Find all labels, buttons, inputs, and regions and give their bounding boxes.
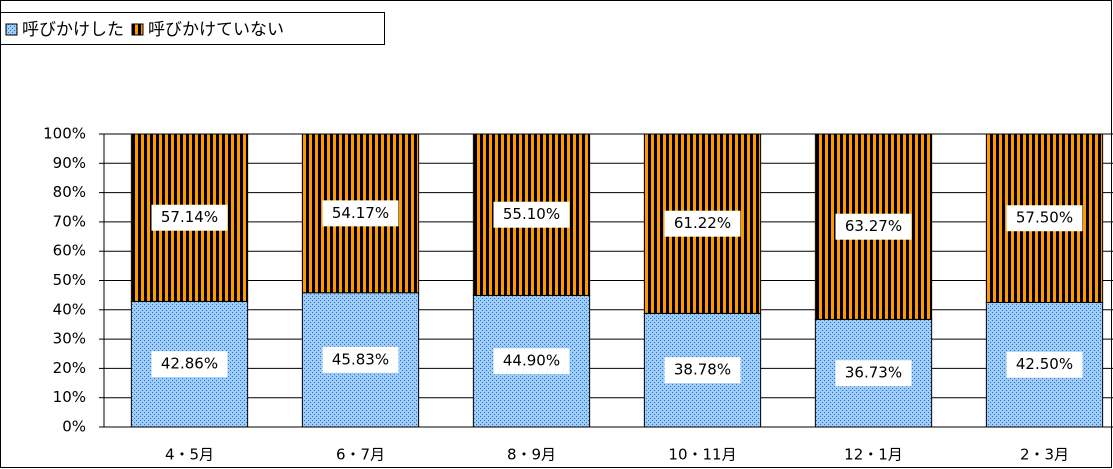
value-label: 44.90% [503,352,560,370]
value-label-box [835,213,912,240]
y-tick-label: 10% [53,388,86,406]
value-label-box [151,204,228,231]
legend-label: 呼びかけていない [148,20,284,40]
x-tick-label: 4・5月 [165,446,214,464]
y-tick-label: 20% [53,359,86,377]
y-tick-label: 60% [53,242,86,260]
legend-label: 呼びかけした [22,20,124,40]
legend-swatch [131,23,144,36]
value-label: 61.22% [674,214,731,232]
value-label-box [1006,205,1083,232]
x-tick-label: 12・1月 [844,446,903,464]
y-tick-label: 0% [62,418,86,436]
value-label: 42.50% [1016,355,1073,373]
y-tick-label: 40% [53,300,86,318]
value-label-box [493,201,570,228]
y-tick-label: 100% [43,125,86,143]
x-tick-label: 10・11月 [668,446,736,464]
y-tick-label: 50% [53,271,86,289]
value-label-box [1006,351,1083,378]
value-label: 42.86% [161,355,218,373]
value-label-box [151,351,228,378]
value-label: 36.73% [845,364,902,382]
value-label: 54.17% [332,204,389,222]
legend-swatch [5,23,18,36]
value-label-box [493,348,570,375]
value-label-box [664,210,741,237]
y-tick-label: 70% [53,212,86,230]
value-label-box [664,357,741,384]
value-label: 57.14% [161,208,218,226]
legend-box [0,12,385,45]
value-label: 38.78% [674,361,731,379]
x-tick-label: 8・9月 [507,446,556,464]
value-label-box [322,346,399,373]
y-tick-label: 80% [53,183,86,201]
x-tick-label: 2・3月 [1020,446,1069,464]
y-tick-label: 90% [53,154,86,172]
value-label: 57.50% [1016,209,1073,227]
y-tick-label: 30% [53,330,86,348]
value-label: 55.10% [503,205,560,223]
value-label: 63.27% [845,217,902,235]
value-label-box [322,200,399,227]
value-label-box [835,360,912,387]
x-tick-label: 6・7月 [336,446,385,464]
value-label: 45.83% [332,350,389,368]
